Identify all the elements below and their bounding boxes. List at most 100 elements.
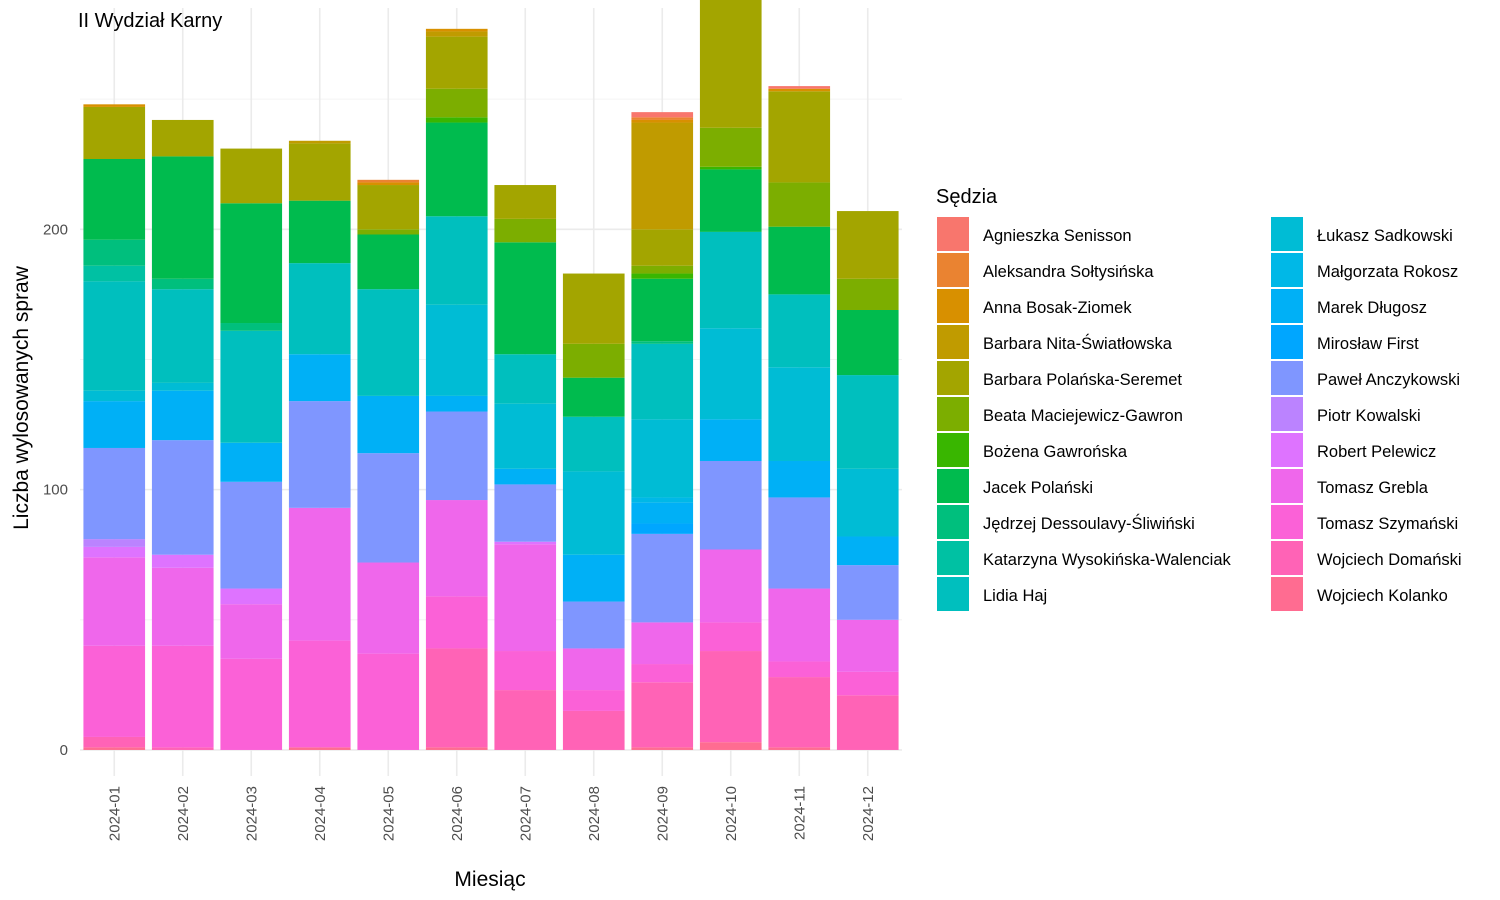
bar-segment	[494, 484, 557, 542]
bar-segment	[151, 440, 214, 555]
legend-item: Marek Długosz	[1271, 289, 1427, 323]
bar-segment	[631, 664, 694, 683]
bar-segment	[631, 343, 694, 420]
bar-segment	[151, 289, 214, 383]
bar-segment	[425, 122, 488, 217]
bar-segment	[220, 148, 283, 204]
bar-segment	[220, 604, 283, 659]
bar-segment	[562, 416, 625, 472]
bar-segment	[562, 601, 625, 649]
legend-item: Lidia Haj	[937, 577, 1047, 611]
x-tick-label: 2024-10	[723, 786, 740, 841]
legend-label: Jędrzej Dessoulavy-Śliwiński	[983, 514, 1195, 533]
legend-swatch	[937, 433, 969, 467]
legend-swatch	[937, 325, 969, 359]
legend-swatch	[937, 541, 969, 575]
bar-segment	[631, 122, 694, 230]
x-tick-label: 2024-02	[175, 786, 192, 841]
bar-segment	[631, 117, 694, 120]
bar-segment	[768, 661, 831, 678]
legend-item: Agnieszka Senisson	[937, 217, 1132, 251]
bar-segment	[425, 36, 488, 89]
legend: Sędzia Agnieszka Senisson Aleksandra Sołt…	[936, 186, 1462, 611]
bar-segment	[220, 330, 283, 443]
bar-segment	[288, 200, 351, 264]
x-tick-label: 2024-07	[517, 786, 534, 841]
legend-item: Wojciech Domański	[1271, 541, 1462, 575]
legend-label: Lidia Haj	[983, 587, 1047, 605]
bar-segment	[357, 395, 420, 454]
legend-swatch	[1271, 361, 1303, 395]
x-tick-label: 2024-12	[860, 786, 877, 841]
legend-swatch	[1271, 325, 1303, 359]
bar-segment	[151, 119, 214, 157]
bar-segment	[631, 747, 694, 750]
legend-item: Piotr Kowalski	[1271, 397, 1421, 431]
legend-item: Barbara Polańska-Seremet	[937, 361, 1182, 395]
legend-label: Paweł Anczykowski	[1317, 371, 1460, 389]
bar-segment	[562, 273, 625, 344]
x-tick-label: 2024-04	[312, 786, 329, 841]
bar-segment	[357, 653, 420, 750]
bar-segment	[836, 671, 899, 696]
bar-segment	[494, 651, 557, 691]
bar-segment	[631, 341, 694, 344]
bar-segment	[699, 127, 762, 167]
bar-segment	[425, 500, 488, 597]
bar-segment	[836, 695, 899, 750]
legend-label: Jacek Polański	[983, 479, 1093, 497]
bar-segment	[151, 278, 214, 290]
bar-segment	[699, 169, 762, 232]
bar-segment	[494, 690, 557, 750]
bar-segment	[425, 411, 488, 501]
bar-segment	[631, 229, 694, 266]
legend-swatch	[1271, 577, 1303, 611]
legend-label: Robert Pelewicz	[1317, 443, 1436, 461]
bar-segment	[357, 234, 420, 290]
legend-label: Mirosław First	[1317, 335, 1419, 353]
bar-segment	[220, 481, 283, 589]
legend-item: Aleksandra Sołtysińska	[937, 253, 1154, 287]
x-axis-title: Miesiąc	[454, 868, 525, 891]
bar-segment	[83, 281, 146, 391]
y-tick-label: 100	[43, 482, 68, 499]
legend-item: Łukasz Sadkowski	[1271, 217, 1453, 251]
legend-item: Jacek Polański	[937, 469, 1093, 503]
bar-segment	[768, 226, 831, 295]
bar-segment	[631, 112, 694, 118]
bar-segment	[357, 453, 420, 563]
legend-label: Tomasz Szymański	[1317, 515, 1458, 533]
bar-segment	[768, 460, 831, 498]
legend-label: Barbara Nita-Światłowska	[983, 334, 1173, 353]
x-tick-label: 2024-11	[791, 786, 808, 840]
bar-segment	[425, 648, 488, 748]
bar-segment	[768, 294, 831, 368]
bar-segment	[699, 328, 762, 420]
bar-segment	[425, 596, 488, 649]
bar-segment	[699, 0, 762, 128]
legend-item: Jędrzej Dessoulavy-Śliwiński	[937, 505, 1195, 539]
legend-label: Bożena Gawrońska	[983, 443, 1128, 461]
bar-segment	[288, 140, 351, 144]
legend-label: Tomasz Grebla	[1317, 479, 1429, 497]
bar-segment	[631, 119, 694, 123]
bar-segment	[83, 104, 146, 107]
bar-segment	[220, 442, 283, 482]
bar-segment	[83, 390, 146, 402]
bar-segment	[768, 182, 831, 227]
bar-segment	[288, 640, 351, 748]
x-tick-label: 2024-09	[654, 786, 671, 841]
bar-segment	[357, 185, 420, 230]
bar-segment	[288, 354, 351, 402]
legend-swatch	[937, 289, 969, 323]
bar-segment	[425, 216, 488, 305]
legend-item: Paweł Anczykowski	[1271, 361, 1460, 395]
legend-label: Barbara Polańska-Seremet	[983, 371, 1182, 389]
y-tick-label: 200	[43, 221, 68, 238]
legend-label: Aleksandra Sołtysińska	[983, 263, 1154, 281]
bar-segment	[699, 460, 762, 550]
x-tick-label: 2024-03	[243, 786, 260, 841]
bar-segment	[151, 382, 214, 391]
legend-item: Katarzyna Wysokińska-Walenciak	[937, 541, 1231, 575]
bar-segment	[562, 343, 625, 378]
